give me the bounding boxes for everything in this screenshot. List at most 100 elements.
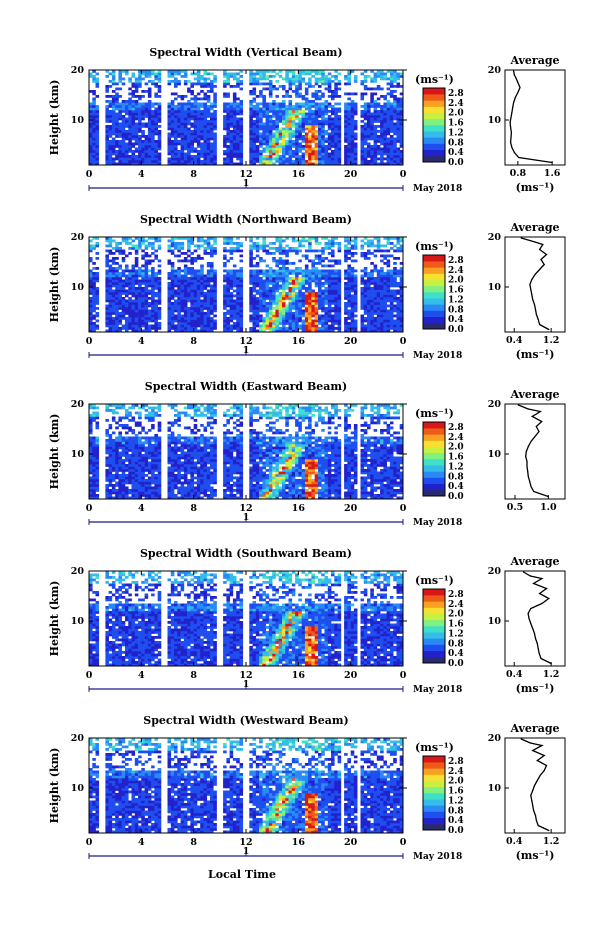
heatmap-cell <box>386 122 391 126</box>
heatmap-cell <box>92 115 96 118</box>
heatmap-cell <box>334 157 338 161</box>
heatmap-cell <box>118 147 122 151</box>
heatmap-cell <box>360 282 365 285</box>
heatmap-cell <box>141 294 145 298</box>
average-profile-point <box>514 96 516 99</box>
heatmap-cell <box>190 292 194 295</box>
heatmap-cell <box>141 289 145 293</box>
heatmap-cell <box>282 302 286 305</box>
heatmap-cell <box>301 70 306 73</box>
heatmap-cell <box>128 272 132 275</box>
heatmap-cell <box>324 289 329 293</box>
heatmap-cell <box>285 322 289 325</box>
heatmap-cell <box>331 309 335 313</box>
heatmap-cell <box>89 132 93 136</box>
heatmap-cell <box>89 289 93 293</box>
heatmap-cell <box>138 80 142 83</box>
heatmap-cell <box>118 160 122 163</box>
heatmap-cell <box>196 140 201 143</box>
heatmap-cell <box>236 120 240 123</box>
heatmap-cell <box>285 282 289 285</box>
heatmap-cell <box>255 324 260 328</box>
heatmap-cell <box>337 242 342 245</box>
heatmap-cell <box>308 284 312 288</box>
heatmap-cell <box>200 142 204 146</box>
heatmap-cell <box>236 299 240 303</box>
heatmap-cell <box>111 319 116 323</box>
heatmap-cell <box>324 269 329 273</box>
heatmap-cell <box>275 247 279 250</box>
heatmap-cell <box>232 299 237 303</box>
heatmap-cell <box>134 80 139 83</box>
heatmap-cell <box>393 162 397 166</box>
heatmap-cell <box>331 112 335 116</box>
heatmap-cell <box>314 132 319 136</box>
heatmap-cell <box>301 140 306 143</box>
heatmap-cell <box>180 294 185 298</box>
heatmap-cell <box>396 137 401 141</box>
heatmap-cell <box>311 92 315 96</box>
heatmap-cell <box>376 145 381 148</box>
heatmap-cell <box>252 115 257 118</box>
average-profile-point <box>510 126 512 129</box>
heatmap-cell <box>115 242 119 245</box>
heatmap-cell <box>118 140 122 143</box>
heatmap-cell <box>111 279 116 283</box>
heatmap-cell <box>118 287 122 290</box>
heatmap-cell <box>304 267 309 270</box>
heatmap-cell <box>262 135 266 138</box>
heatmap-cell <box>373 110 378 113</box>
heatmap-cell <box>239 117 244 121</box>
heatmap-cell <box>327 269 332 273</box>
heatmap-cell <box>298 75 302 78</box>
day-label: 1 <box>243 178 250 189</box>
heatmap-cell <box>134 319 139 323</box>
heatmap-cell <box>141 324 145 328</box>
heatmap-cell <box>301 312 306 315</box>
heatmap-cell <box>262 122 266 126</box>
heatmap-cell <box>95 137 100 141</box>
heatmap-cell <box>196 105 201 108</box>
heatmap-cell <box>203 115 208 118</box>
heatmap-cell <box>183 135 188 138</box>
heatmap-cell <box>386 150 391 153</box>
heatmap-cell <box>105 150 109 153</box>
heatmap-cell <box>314 282 319 285</box>
heatmap-cell <box>367 105 371 108</box>
heatmap-cell <box>295 75 299 78</box>
heatmap-cell <box>239 127 244 131</box>
heatmap-cell <box>193 289 198 293</box>
heatmap-cell <box>236 147 240 151</box>
heatmap-cell <box>193 317 198 320</box>
heatmap-cell <box>360 329 365 333</box>
heatmap-cell <box>141 249 145 253</box>
heatmap-cell <box>157 272 162 275</box>
heatmap-cell <box>373 304 378 308</box>
heatmap-cell <box>141 115 145 118</box>
heatmap-cell <box>278 237 283 240</box>
heatmap-cell <box>272 292 276 295</box>
heatmap-cell <box>304 302 309 305</box>
heatmap-cell <box>324 237 329 240</box>
heatmap-cell <box>196 319 201 323</box>
heatmap-cell <box>285 112 289 116</box>
heatmap-cell <box>311 289 315 293</box>
heatmap-cell <box>285 127 289 131</box>
heatmap-cell <box>157 145 162 148</box>
heatmap-cell <box>128 117 132 121</box>
heatmap-cell <box>131 142 136 146</box>
heatmap-cell <box>344 145 348 148</box>
heatmap-cell <box>311 100 315 103</box>
heatmap-cell <box>301 157 306 161</box>
heatmap-cell <box>177 282 181 285</box>
heatmap-cell <box>92 125 96 128</box>
heatmap-cell <box>298 130 302 133</box>
heatmap-cell <box>321 329 325 333</box>
heatmap-cell <box>383 162 387 166</box>
heatmap-cell <box>154 85 158 88</box>
heatmap-cell <box>138 269 142 273</box>
heatmap-cell <box>272 145 276 148</box>
colorbar-segment <box>423 100 445 107</box>
heatmap-cell <box>298 287 302 290</box>
heatmap-cell <box>193 155 198 158</box>
